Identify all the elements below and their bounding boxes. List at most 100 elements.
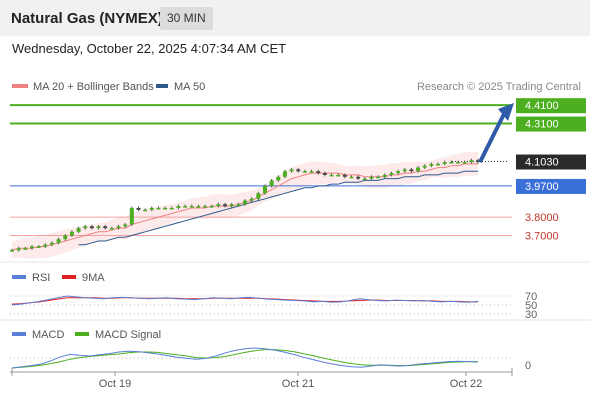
forecast-arrow-head: [498, 103, 514, 122]
candle-body: [16, 248, 21, 251]
candle-body: [69, 231, 74, 236]
candle-body: [103, 226, 108, 229]
candle-body: [322, 173, 327, 175]
red-level-label: 3.7000: [525, 230, 559, 242]
candle-body: [429, 163, 434, 166]
candle-body: [449, 162, 454, 164]
candle-body: [309, 171, 314, 173]
candle-body: [216, 204, 221, 207]
x-axis-tick-label: Oct 21: [282, 378, 314, 390]
rsi-legend-label: RSI: [32, 272, 50, 284]
red-level-label: 3.8000: [525, 212, 559, 224]
blue-level-label: 3.9700: [525, 181, 559, 193]
candle-body: [29, 246, 34, 249]
candle-body: [382, 174, 387, 177]
forecast-arrow-shaft: [478, 113, 506, 163]
green-level-tag-bg: [516, 116, 586, 132]
candle-body: [462, 162, 467, 164]
candle-body: [156, 207, 161, 210]
candle-body: [209, 206, 214, 208]
candle-body: [129, 207, 134, 225]
macd-line: [11, 347, 479, 369]
candle-body: [10, 250, 14, 252]
candle-body: [236, 204, 241, 206]
candle-body: [362, 178, 367, 181]
rsi-ma-legend-swatch: [62, 275, 76, 279]
candle-body: [476, 160, 480, 163]
candle-body: [96, 226, 101, 229]
candle-body: [422, 165, 427, 168]
candle-body: [223, 204, 228, 207]
candle-body: [349, 176, 354, 179]
candle-body: [43, 244, 48, 247]
candle-body: [442, 162, 447, 164]
candle-body: [369, 176, 374, 179]
candle-body: [342, 174, 347, 177]
rsi-line: [11, 295, 479, 306]
candle-body: [356, 176, 361, 179]
ma20-legend-swatch: [12, 84, 28, 88]
candle-body: [302, 171, 307, 173]
macd-signal-legend-label: MACD Signal: [95, 329, 161, 341]
candle-body: [296, 169, 301, 172]
macd-legend-label: MACD: [32, 329, 64, 341]
candle-body: [83, 226, 88, 229]
candle-body: [23, 248, 28, 250]
candle-body: [329, 174, 334, 177]
candle-body: [36, 246, 41, 248]
ma50-legend-swatch: [156, 84, 168, 88]
candle-body: [456, 162, 461, 164]
rsi-axis-label: 50: [525, 300, 537, 312]
candle-body: [436, 163, 441, 166]
candle-body: [243, 200, 247, 205]
rsi-axis-label: 30: [525, 309, 537, 321]
candle-body: [416, 167, 421, 172]
candle-body: [176, 206, 181, 208]
chart-header: Natural Gas (NYMEX) 30 MIN: [0, 0, 590, 36]
candle-body: [123, 224, 128, 227]
candle-body: [143, 209, 148, 212]
copyright-label: Research © 2025 Trading Central: [417, 81, 581, 93]
interval-badge[interactable]: 30 MIN: [160, 7, 213, 30]
candle-body: [409, 169, 414, 172]
candle-body: [136, 207, 141, 210]
blue-level-tag-bg: [516, 178, 586, 194]
rsi-legend-swatch: [12, 275, 26, 279]
candle-body: [389, 173, 394, 175]
candle-body: [289, 169, 294, 172]
candle-body: [116, 226, 121, 229]
candle-body: [203, 206, 208, 208]
candle-body: [269, 180, 274, 186]
candle-body: [249, 198, 254, 201]
green-level-tag-bg: [516, 98, 586, 114]
green-level-label: 4.4100: [525, 100, 559, 112]
macd-legend-swatch: [12, 332, 26, 336]
macd-signal-legend-swatch: [75, 332, 89, 336]
candle-body: [262, 185, 267, 194]
candle-body: [189, 206, 194, 208]
candle-body: [109, 228, 114, 230]
candle-body: [196, 206, 201, 208]
instrument-title: Natural Gas (NYMEX): [11, 10, 163, 27]
candle-body: [56, 239, 61, 243]
candle-body: [63, 235, 68, 240]
candle-body: [402, 169, 407, 172]
candle-body: [316, 171, 321, 174]
candle-body: [163, 207, 168, 210]
candle-body: [282, 171, 287, 177]
current-price-tag-bg: [516, 154, 586, 170]
current-price-label: 4.1030: [525, 157, 559, 169]
candle-body: [169, 207, 174, 210]
macd-axis-label: 0: [525, 360, 531, 372]
ma50-legend-label: MA 50: [174, 81, 205, 93]
candle-body: [76, 228, 81, 232]
candle-body: [336, 174, 341, 177]
rsi-ma-legend-label: 9MA: [82, 272, 105, 284]
rsi-axis-label: 70: [525, 291, 537, 303]
timestamp: Wednesday, October 22, 2025 4:07:34 AM C…: [12, 41, 287, 56]
candle-body: [89, 226, 94, 229]
candle-body: [396, 171, 401, 174]
candle-body: [183, 206, 188, 208]
green-level-label: 4.3100: [525, 119, 559, 131]
